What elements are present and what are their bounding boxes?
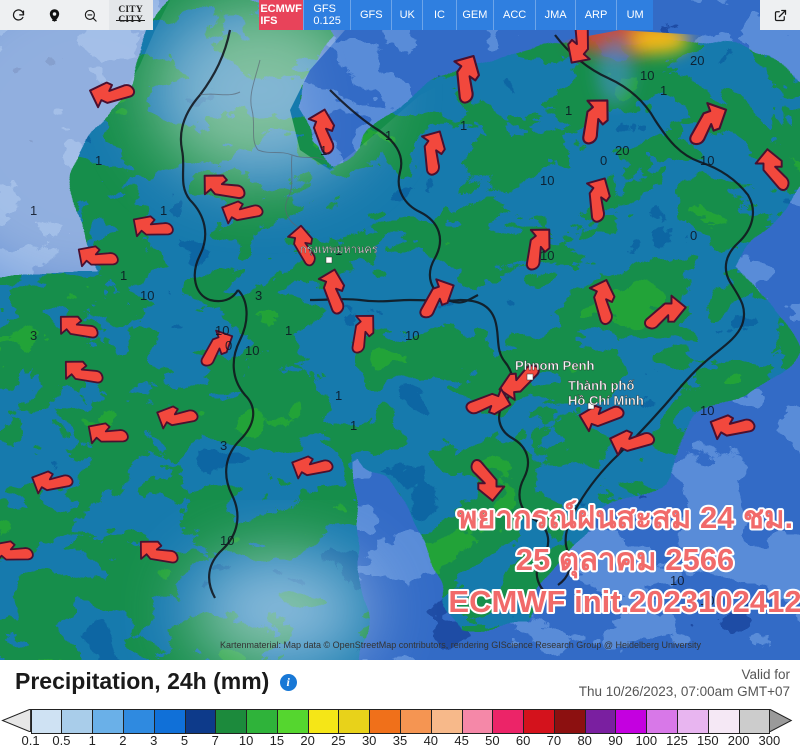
svg-text:3: 3: [255, 288, 262, 303]
svg-text:3: 3: [220, 438, 227, 453]
svg-text:10: 10: [640, 68, 654, 83]
svg-text:10: 10: [540, 173, 554, 188]
svg-text:1: 1: [160, 203, 167, 218]
svg-text:10: 10: [540, 248, 554, 263]
svg-text:10: 10: [700, 403, 714, 418]
svg-text:พยากรณ์ฝนสะสม 24 ชม.: พยากรณ์ฝนสะสม 24 ชม.: [457, 500, 793, 535]
svg-text:กรุงเทพมหานคร: กรุงเทพมหานคร: [300, 244, 378, 256]
svg-text:ECMWF init.2023102412: ECMWF init.2023102412: [448, 584, 800, 619]
svg-text:1: 1: [95, 153, 102, 168]
svg-text:25 ตุลาคม 2566: 25 ตุลาคม 2566: [516, 542, 734, 579]
svg-text:Thành phố: Thành phố: [568, 378, 634, 393]
svg-text:Hồ Chí Minh: Hồ Chí Minh: [568, 393, 644, 408]
svg-text:20: 20: [690, 53, 704, 68]
svg-text:0: 0: [690, 228, 697, 243]
svg-text:10: 10: [700, 153, 714, 168]
svg-text:Kartenmaterial: Map data © Ope: Kartenmaterial: Map data © OpenStreetMap…: [220, 640, 701, 650]
svg-text:1: 1: [30, 203, 37, 218]
svg-text:1: 1: [660, 83, 667, 98]
svg-text:0: 0: [600, 153, 607, 168]
svg-text:10: 10: [215, 323, 229, 338]
svg-text:1: 1: [350, 418, 357, 433]
svg-text:1: 1: [320, 143, 327, 158]
svg-text:10: 10: [140, 288, 154, 303]
svg-text:0: 0: [225, 338, 232, 353]
svg-text:1: 1: [565, 103, 572, 118]
svg-text:1: 1: [335, 388, 342, 403]
svg-text:20: 20: [615, 143, 629, 158]
svg-text:1: 1: [460, 118, 467, 133]
svg-text:3: 3: [30, 328, 37, 343]
svg-text:1: 1: [385, 128, 392, 143]
svg-text:10: 10: [405, 328, 419, 343]
svg-text:Phnom Penh: Phnom Penh: [515, 358, 595, 373]
svg-text:1: 1: [285, 323, 292, 338]
svg-text:10: 10: [245, 343, 259, 358]
svg-text:10: 10: [220, 533, 234, 548]
svg-text:1: 1: [120, 268, 127, 283]
